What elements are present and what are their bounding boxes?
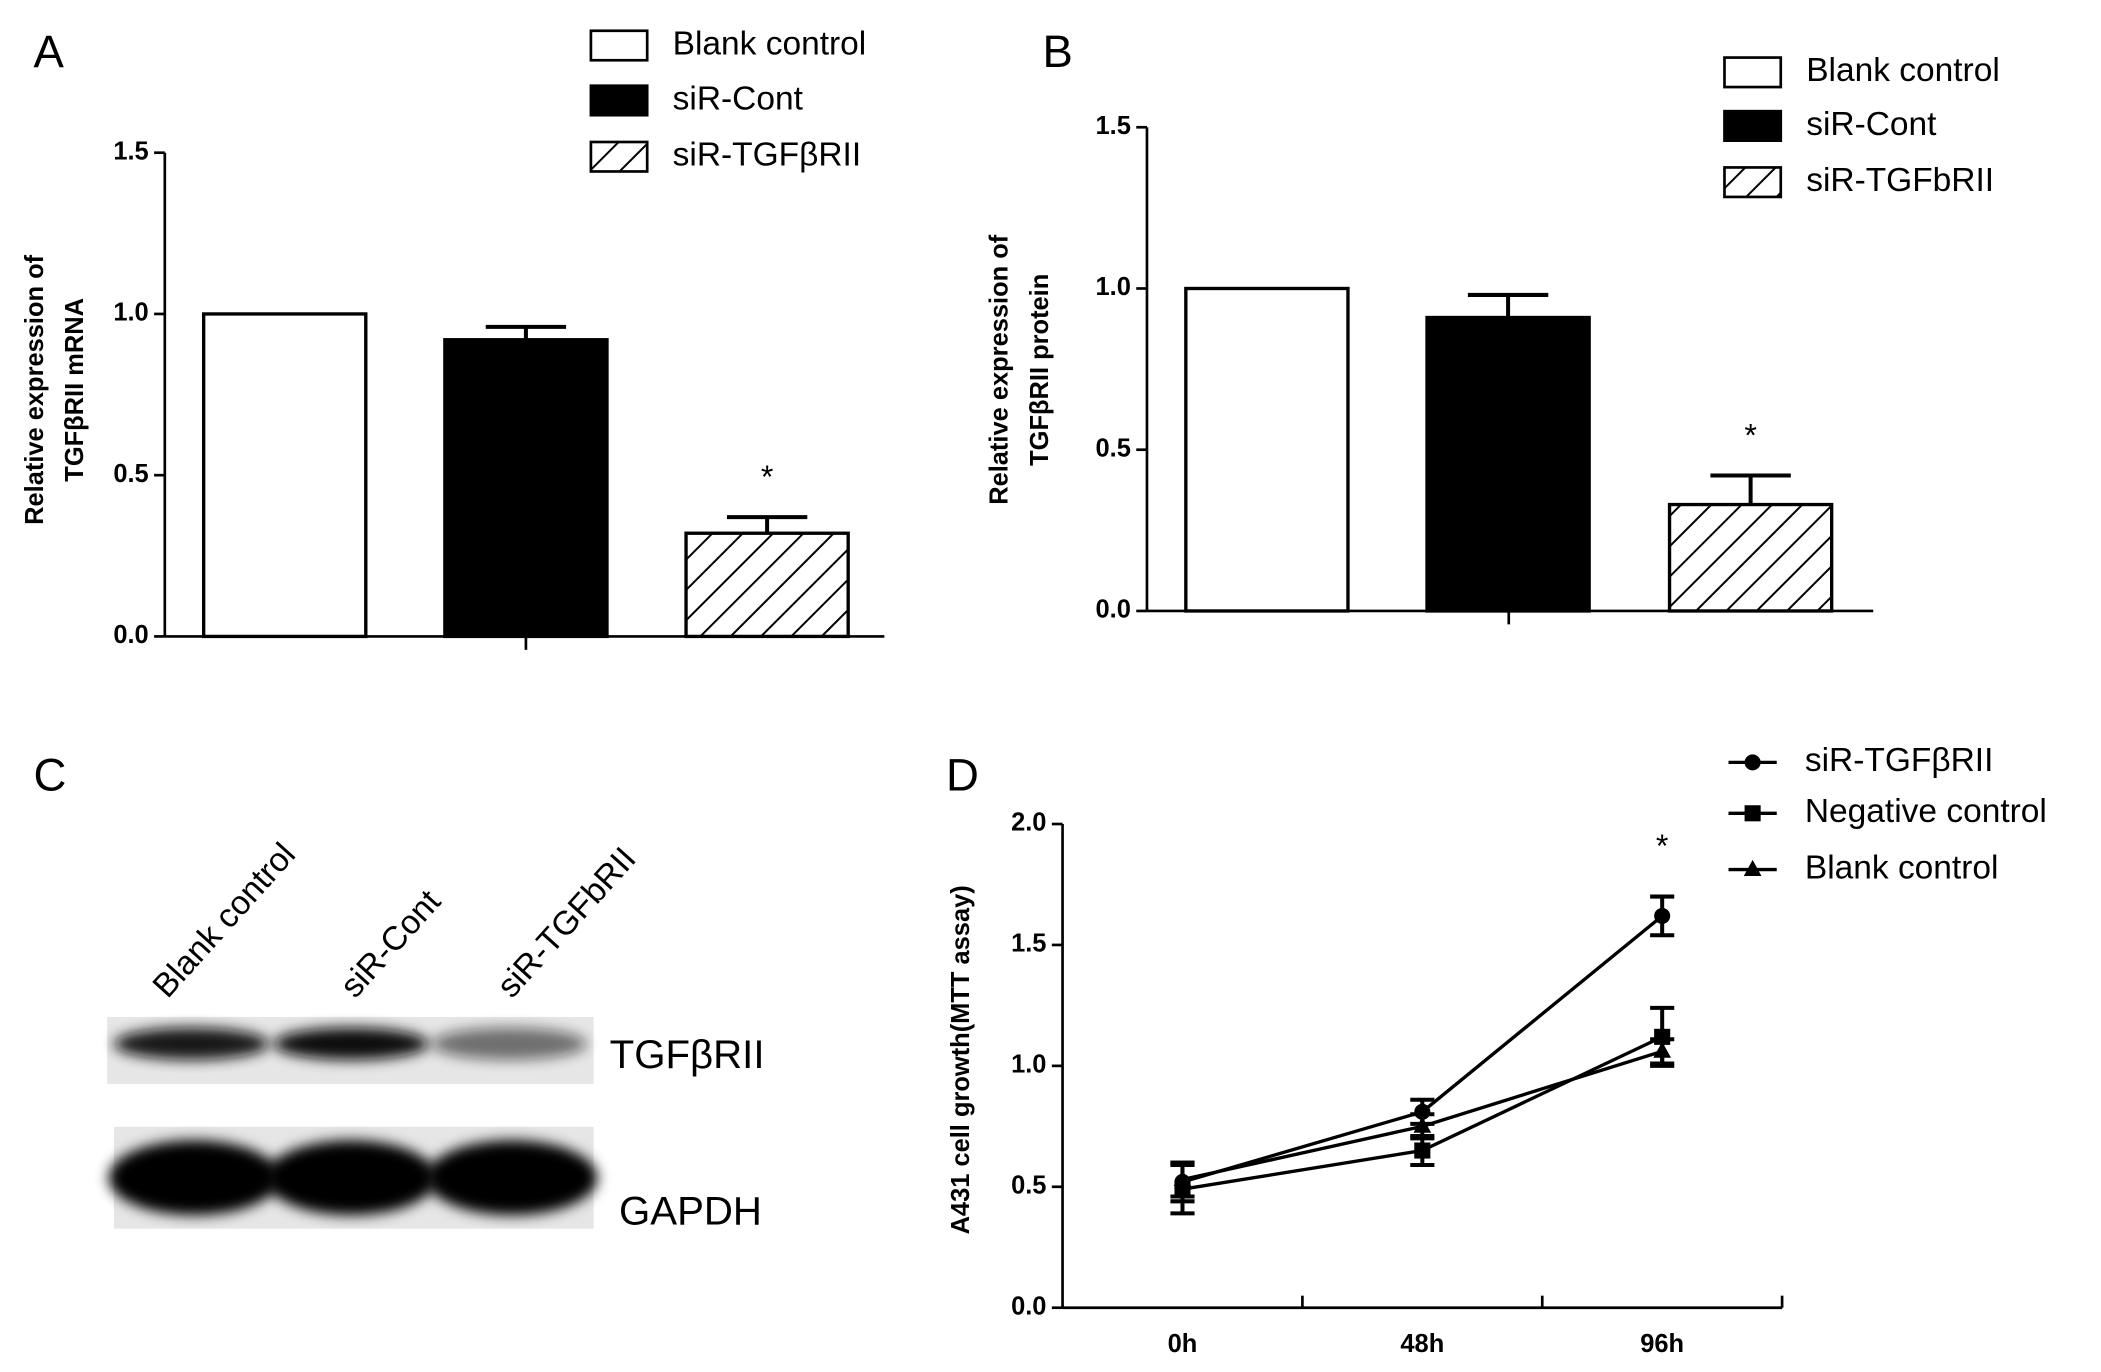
marker (1414, 1142, 1431, 1159)
legend-label: Blank control (1806, 52, 2000, 89)
bar (1184, 286, 1350, 613)
legend-swatch (1723, 109, 1783, 142)
annotation: * (761, 459, 774, 495)
x-tick-label: 0h (1168, 1330, 1198, 1358)
bar (684, 531, 850, 639)
legend-swatch (589, 140, 649, 173)
y-tick-label: 1.5 (1096, 112, 1131, 140)
legend-label: siR-TGFβRII (1805, 742, 1994, 779)
blot-band (265, 1140, 437, 1216)
legend-label: siR-TGFbRII (1806, 162, 1994, 199)
legend-label: Blank control (1805, 849, 1999, 886)
bar (1667, 502, 1834, 613)
marker (1413, 1116, 1432, 1133)
y-axis-label: TGFβRII mRNA (61, 298, 89, 482)
x-tick-label: 48h (1400, 1330, 1444, 1358)
lane-label: siR-Cont (334, 883, 449, 1005)
lane-label: Blank control (146, 836, 303, 1005)
legend-swatch (589, 84, 649, 117)
marker (1743, 859, 1762, 877)
legend-swatch (1723, 56, 1783, 89)
y-tick-label: 1.0 (1011, 1051, 1046, 1079)
panel-letter: D (946, 749, 979, 800)
y-tick-label: 0.0 (1011, 1292, 1046, 1320)
blot-band (273, 1027, 429, 1060)
lane-label: siR-TGFbRII (490, 841, 643, 1005)
marker (1654, 907, 1671, 924)
panel-letter: B (1042, 26, 1072, 77)
legend-label: siR-Cont (1806, 106, 1937, 143)
annotation: * (1656, 828, 1669, 864)
y-tick-label: 0.0 (1096, 596, 1131, 624)
y-tick-label: 0.0 (113, 621, 148, 649)
blot-band (426, 1140, 598, 1216)
y-tick-label: 0.5 (1096, 434, 1131, 462)
marker (1173, 1169, 1192, 1186)
blot-band (113, 1027, 270, 1060)
panel-letter: A (33, 26, 64, 77)
legend-label: siR-Cont (673, 80, 804, 117)
marker (1744, 754, 1761, 771)
band-label: GAPDH (619, 1189, 762, 1234)
annotation: * (1744, 418, 1757, 454)
bar (1425, 315, 1591, 613)
bar (201, 312, 368, 639)
y-tick-label: 1.5 (1011, 930, 1046, 958)
y-tick-label: 0.5 (113, 460, 148, 488)
y-tick-label: 1.0 (113, 299, 148, 327)
y-tick-label: 1.0 (1096, 273, 1131, 301)
y-tick-label: 2.0 (1011, 809, 1046, 837)
y-axis-label: Relative expression of (21, 254, 49, 525)
legend-label: Blank control (673, 25, 867, 62)
legend-label: siR-TGFβRII (673, 137, 862, 174)
blot-band (431, 1027, 587, 1060)
legend-label: Negative control (1805, 793, 2047, 830)
y-axis-label: A431 cell growth(MTT assay) (947, 885, 975, 1234)
y-axis-label: Relative expression of (986, 234, 1014, 505)
y-axis-label: TGFβRII protein (1026, 274, 1054, 466)
y-tick-label: 1.5 (113, 137, 148, 165)
y-tick-label: 0.5 (1011, 1172, 1046, 1200)
legend-swatch (1723, 166, 1783, 199)
x-tick-label: 96h (1640, 1330, 1684, 1358)
marker (1653, 1041, 1672, 1058)
legend-swatch (589, 29, 649, 62)
panel-letter: C (33, 749, 66, 800)
band-label: TGFβRII (610, 1032, 765, 1077)
marker (1744, 805, 1761, 822)
blot-band (108, 1140, 281, 1216)
bar (443, 338, 609, 639)
